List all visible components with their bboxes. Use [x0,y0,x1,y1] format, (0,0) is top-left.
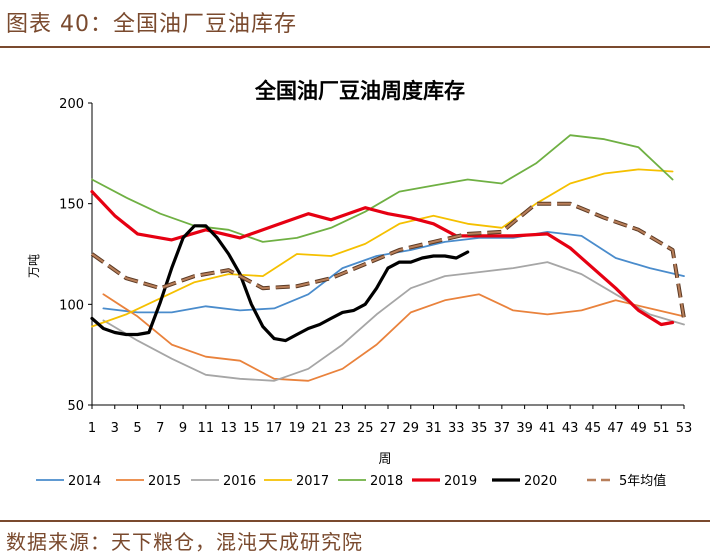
figure-source: 数据来源：天下粮仓，混沌天成研究院 [6,530,363,554]
y-tick-label: 150 [59,198,84,213]
series-line-1 [102,293,685,382]
x-tick-label: 49 [630,421,647,436]
x-tick-label: 37 [494,421,511,436]
x-tick-label: 23 [334,421,351,436]
series-line-3 [91,168,674,328]
x-tick-label: 7 [156,421,164,436]
legend-label-2: 2016 [223,474,256,489]
y-axis-label: 万吨 [27,254,41,278]
series-lines [90,134,686,382]
y-tick-label: 200 [59,97,84,112]
x-tick-label: 13 [220,421,237,436]
y-tick-label: 50 [67,399,84,414]
legend-label-6: 2020 [524,474,557,489]
series-line-4 [91,134,674,243]
x-tick-label: 47 [607,421,624,436]
x-tick-label: 15 [243,421,260,436]
legend-label-3: 2017 [296,474,329,489]
series-line-2 [102,261,685,382]
top-rule [0,46,710,48]
x-tick-label: 21 [311,421,328,436]
x-tick-label: 5 [133,421,141,436]
chart-title: 全国油厂豆油周度库存 [254,79,465,103]
x-tick-label: 3 [111,421,119,436]
legend-label-0: 2014 [68,474,101,489]
x-tick-label: 35 [471,421,488,436]
y-tick-label: 100 [59,298,84,313]
legend-label-7: 5年均值 [619,473,666,489]
x-tick-label: 9 [179,421,187,436]
figure-title: 图表 40：全国油厂豆油库存 [6,12,297,37]
x-tick-label: 31 [425,421,442,436]
x-tick-label: 25 [357,421,374,436]
series-line-5 [90,190,675,327]
x-tick-label: 53 [676,421,693,436]
x-tick-label: 45 [585,421,602,436]
legend: 2014 2015 2016 2017 2018 2019 2020 5年均值 [36,473,666,489]
x-tick-label: 19 [289,421,306,436]
x-tick-label: 41 [539,421,556,436]
x-tick-label: 27 [380,421,397,436]
x-tick-label: 51 [653,421,670,436]
bottom-rule [0,520,710,522]
series-line-6 [90,224,470,343]
x-tick-label: 43 [562,421,579,436]
x-tick-label: 1 [88,421,96,436]
series-line-7 [91,202,685,319]
x-axis-label: 周 [378,452,391,467]
legend-label-5: 2019 [444,474,477,489]
x-tick-label: 11 [198,421,215,436]
legend-label-4: 2018 [370,474,403,489]
x-tick-label: 29 [402,421,419,436]
x-tick-label: 17 [266,421,283,436]
x-tick-label: 39 [516,421,533,436]
x-tick-label: 33 [448,421,465,436]
legend-label-1: 2015 [148,474,181,489]
